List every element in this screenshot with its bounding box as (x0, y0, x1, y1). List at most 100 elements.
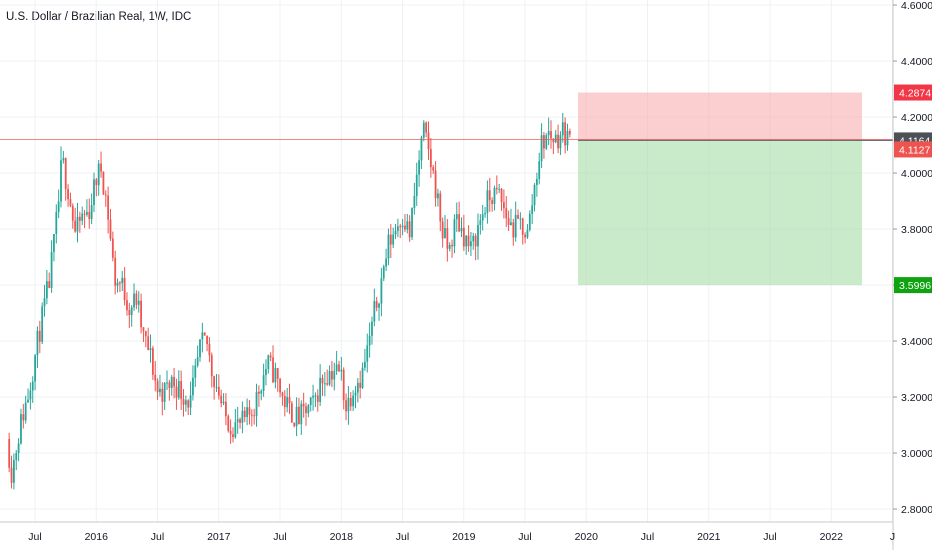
candle-body (359, 382, 362, 388)
candle-body (460, 227, 463, 232)
y-tick-label: 3.4000 (901, 336, 932, 348)
x-tick-label: 2016 (85, 531, 109, 543)
candle-body (210, 355, 213, 377)
candle-body (36, 330, 39, 356)
candle-body (540, 135, 543, 162)
x-tick-label: 2017 (207, 531, 231, 543)
candle-body (154, 374, 157, 381)
candle-body (67, 189, 69, 200)
candle-body (137, 300, 140, 305)
candle-body (502, 202, 505, 209)
candle-body (493, 187, 496, 204)
candle-body (321, 377, 324, 384)
candle-body (109, 219, 112, 239)
candle-body (404, 225, 406, 230)
candle-body (111, 238, 114, 258)
candle-body (246, 407, 249, 418)
candle-body (382, 266, 385, 279)
candle-body (418, 160, 420, 175)
candle-body (250, 414, 253, 416)
candle-body (323, 383, 326, 385)
x-tick-label: Jul (28, 531, 41, 543)
x-tick-label: 2022 (820, 531, 844, 543)
candle-body (147, 336, 150, 351)
candle-body (227, 416, 230, 431)
candle-body (293, 422, 296, 427)
x-tick-label: 2018 (330, 531, 354, 543)
candle-body (484, 212, 486, 215)
candle-body (458, 214, 461, 232)
candle-body (119, 282, 121, 284)
candle-body (74, 220, 77, 232)
candle-body (543, 135, 545, 149)
candle-body (295, 406, 298, 427)
candle-body (535, 178, 538, 185)
y-tick-label: 4.2000 (901, 112, 932, 124)
candle-body (505, 208, 508, 219)
candle-body (557, 134, 559, 149)
candle-body (361, 367, 364, 388)
candle-body (352, 395, 355, 407)
candle-body (43, 298, 46, 307)
candle-body (279, 378, 281, 393)
x-tick-label: Jul (641, 531, 654, 543)
candle-body (524, 234, 526, 238)
target-price-tag-text: 3.5996 (899, 280, 931, 292)
candle-body (276, 368, 279, 379)
candle-body (182, 399, 185, 405)
candle-body (29, 390, 32, 400)
candle-body (95, 179, 98, 186)
candle-body (48, 281, 51, 288)
candle-body (425, 122, 428, 133)
candle-body (151, 348, 154, 375)
candle-body (220, 395, 223, 404)
candle-body (446, 228, 449, 249)
candle-body (561, 122, 564, 136)
candle-body (328, 371, 331, 385)
candle-body (498, 188, 501, 190)
candle-body (481, 214, 484, 221)
candle-body (86, 211, 88, 215)
candle-body (340, 369, 343, 372)
candle-body (130, 307, 133, 316)
x-tick-label: Jul (273, 531, 286, 543)
take-profit-zone[interactable] (578, 140, 862, 286)
x-tick-label: Jul (151, 531, 164, 543)
candle-body (298, 406, 300, 425)
candle-body (389, 234, 392, 245)
candle-body (222, 401, 225, 404)
candle-body (144, 331, 147, 337)
candle-body (149, 348, 152, 351)
candle-body (437, 193, 439, 199)
candle-body (159, 388, 161, 393)
candle-body (184, 400, 187, 405)
candle-body (455, 214, 458, 220)
candle-body (309, 397, 312, 406)
stop-loss-zone[interactable] (578, 92, 862, 141)
chart-title: U.S. Dollar / Brazilian Real, 1W, IDC (6, 11, 192, 23)
y-tick-label: 3.8000 (901, 224, 932, 236)
candle-body (467, 235, 470, 247)
candle-body (338, 364, 340, 372)
candle-body (229, 430, 232, 435)
candle-body (206, 335, 208, 345)
candle-body (510, 222, 512, 226)
candle-body (392, 234, 395, 245)
candle-body (57, 201, 60, 213)
candle-body (12, 460, 15, 483)
candle-body (406, 221, 409, 230)
candle-body (305, 406, 307, 414)
candle-body (88, 211, 91, 220)
candle-body (78, 216, 81, 221)
candle-body (281, 392, 284, 397)
candle-body (354, 392, 357, 396)
candle-body (411, 208, 413, 238)
candle-body (439, 193, 442, 222)
candle-body (451, 244, 453, 247)
candle-body (45, 281, 48, 299)
candle-body (194, 365, 197, 378)
candle-body (373, 301, 376, 322)
candle-body (538, 161, 541, 179)
candle-body (514, 214, 517, 238)
